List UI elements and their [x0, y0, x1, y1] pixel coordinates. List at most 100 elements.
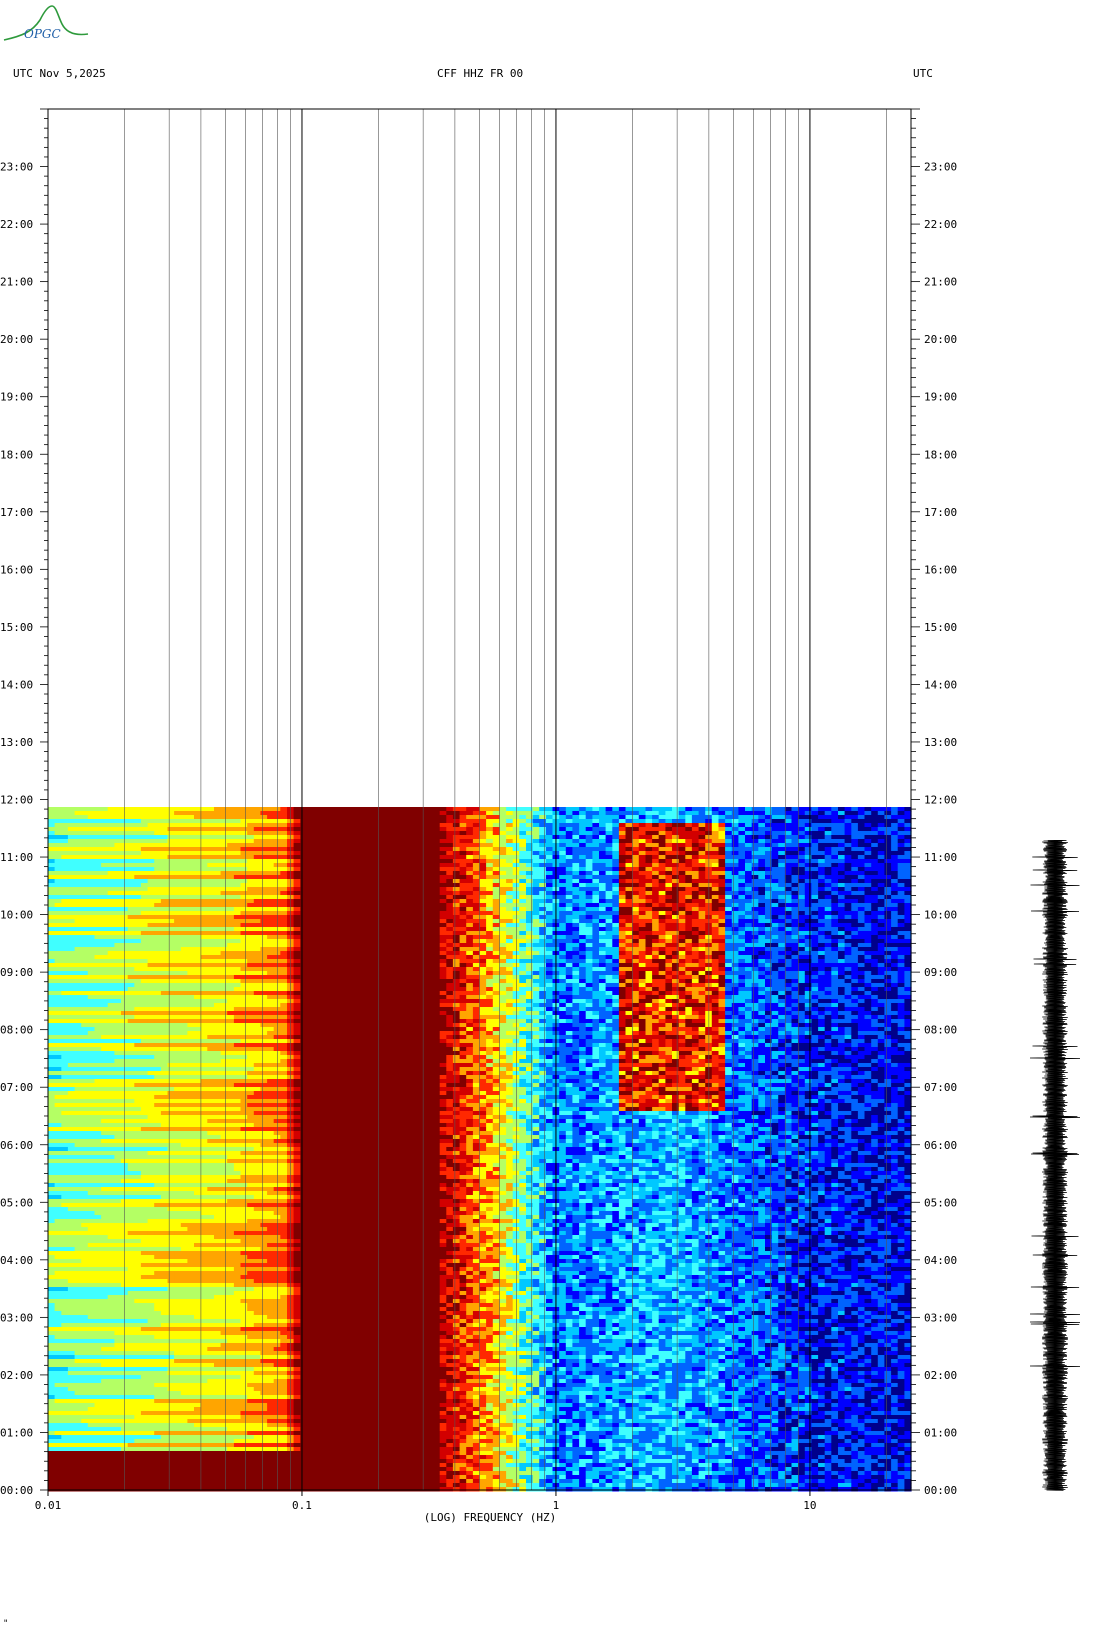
heatmap-cell: [758, 819, 765, 824]
heatmap-cell: [154, 831, 161, 836]
heatmap-cell: [665, 931, 672, 936]
heatmap-cell: [679, 895, 686, 900]
heatmap-cell: [546, 863, 553, 868]
heatmap-cell: [566, 847, 573, 852]
heatmap-cell: [460, 951, 467, 956]
heatmap-cell: [247, 903, 254, 908]
heatmap-cell: [307, 823, 314, 828]
heatmap-cell: [433, 899, 440, 904]
heatmap-cell: [878, 883, 885, 888]
heatmap-cell: [141, 879, 148, 884]
heatmap-cell: [353, 807, 360, 812]
heatmap-cell: [758, 867, 765, 872]
heatmap-cell: [55, 831, 62, 836]
heatmap-cell: [446, 891, 453, 896]
heatmap-cell: [586, 891, 593, 896]
heatmap-cell: [533, 951, 540, 956]
heatmap-cell: [473, 919, 480, 924]
heatmap-cell: [480, 863, 487, 868]
heatmap-cell: [267, 855, 274, 860]
heatmap-cell: [546, 851, 553, 856]
heatmap-cell: [652, 939, 659, 944]
heatmap-cell: [539, 815, 546, 820]
heatmap-cell: [353, 923, 360, 928]
heatmap-cell: [307, 815, 314, 820]
heatmap-cell: [871, 943, 878, 948]
heatmap-cell: [519, 831, 526, 836]
heatmap-cell: [128, 839, 135, 844]
heatmap-cell: [599, 947, 606, 952]
heatmap-cell: [280, 843, 287, 848]
heatmap-cell: [546, 839, 553, 844]
heatmap-cell: [738, 871, 745, 876]
heatmap-cell: [307, 891, 314, 896]
heatmap-cell: [433, 923, 440, 928]
heatmap-cell: [280, 823, 287, 828]
heatmap-cell: [639, 891, 646, 896]
heatmap-cell: [400, 847, 407, 852]
heatmap-cell: [831, 815, 838, 820]
heatmap-cell: [526, 875, 533, 880]
heatmap-cell: [559, 911, 566, 916]
heatmap-cell: [639, 823, 646, 828]
heatmap-cell: [460, 839, 467, 844]
heatmap-cell: [480, 811, 487, 816]
heatmap-cell: [466, 939, 473, 944]
heatmap-cell: [161, 843, 168, 848]
heatmap-cell: [818, 835, 825, 840]
heatmap-cell: [845, 911, 852, 916]
heatmap-cell: [154, 823, 161, 828]
heatmap-cell: [665, 875, 672, 880]
heatmap-cell: [805, 951, 812, 956]
heatmap-cell: [486, 827, 493, 832]
heatmap-cell: [639, 943, 646, 948]
heatmap-cell: [360, 931, 367, 936]
heatmap-cell: [95, 919, 102, 924]
heatmap-cell: [181, 807, 188, 812]
heatmap-cell: [95, 903, 102, 908]
heatmap-cell: [765, 871, 772, 876]
heatmap-cell: [400, 819, 407, 824]
heatmap-cell: [533, 875, 540, 880]
heatmap-cell: [466, 859, 473, 864]
heatmap-cell: [221, 851, 228, 856]
heatmap-cell: [134, 855, 141, 860]
heatmap-cell: [599, 903, 606, 908]
heatmap-cell: [606, 955, 613, 960]
heatmap-cell: [407, 851, 414, 856]
heatmap-cell: [174, 883, 181, 888]
heatmap-cell: [88, 943, 95, 948]
heatmap-cell: [493, 935, 500, 940]
heatmap-cell: [513, 859, 520, 864]
heatmap-cell: [413, 935, 420, 940]
heatmap-cell: [831, 899, 838, 904]
heatmap-cell: [141, 943, 148, 948]
heatmap-cell: [884, 855, 891, 860]
heatmap-cell: [440, 851, 447, 856]
heatmap-cell: [440, 823, 447, 828]
heatmap-cell: [865, 947, 872, 952]
heatmap-cell: [871, 931, 878, 936]
heatmap-cell: [526, 935, 533, 940]
heatmap-cell: [168, 939, 175, 944]
heatmap-cell: [699, 831, 706, 836]
heatmap-cell: [871, 939, 878, 944]
heatmap-cell: [838, 927, 845, 932]
heatmap-cell: [798, 919, 805, 924]
heatmap-cell: [646, 947, 653, 952]
heatmap-cell: [207, 807, 214, 812]
heatmap-cell: [168, 835, 175, 840]
heatmap-cell: [453, 871, 460, 876]
heatmap-cell: [712, 815, 719, 820]
heatmap-cell: [519, 855, 526, 860]
heatmap-cell: [778, 955, 785, 960]
heatmap-cell: [227, 811, 234, 816]
heatmap-cell: [207, 863, 214, 868]
heatmap-cell: [805, 895, 812, 900]
heatmap-cell: [400, 891, 407, 896]
heatmap-cell: [367, 807, 374, 812]
heatmap-cell: [632, 907, 639, 912]
heatmap-cell: [533, 915, 540, 920]
heatmap-cell: [473, 931, 480, 936]
heatmap-cell: [592, 927, 599, 932]
